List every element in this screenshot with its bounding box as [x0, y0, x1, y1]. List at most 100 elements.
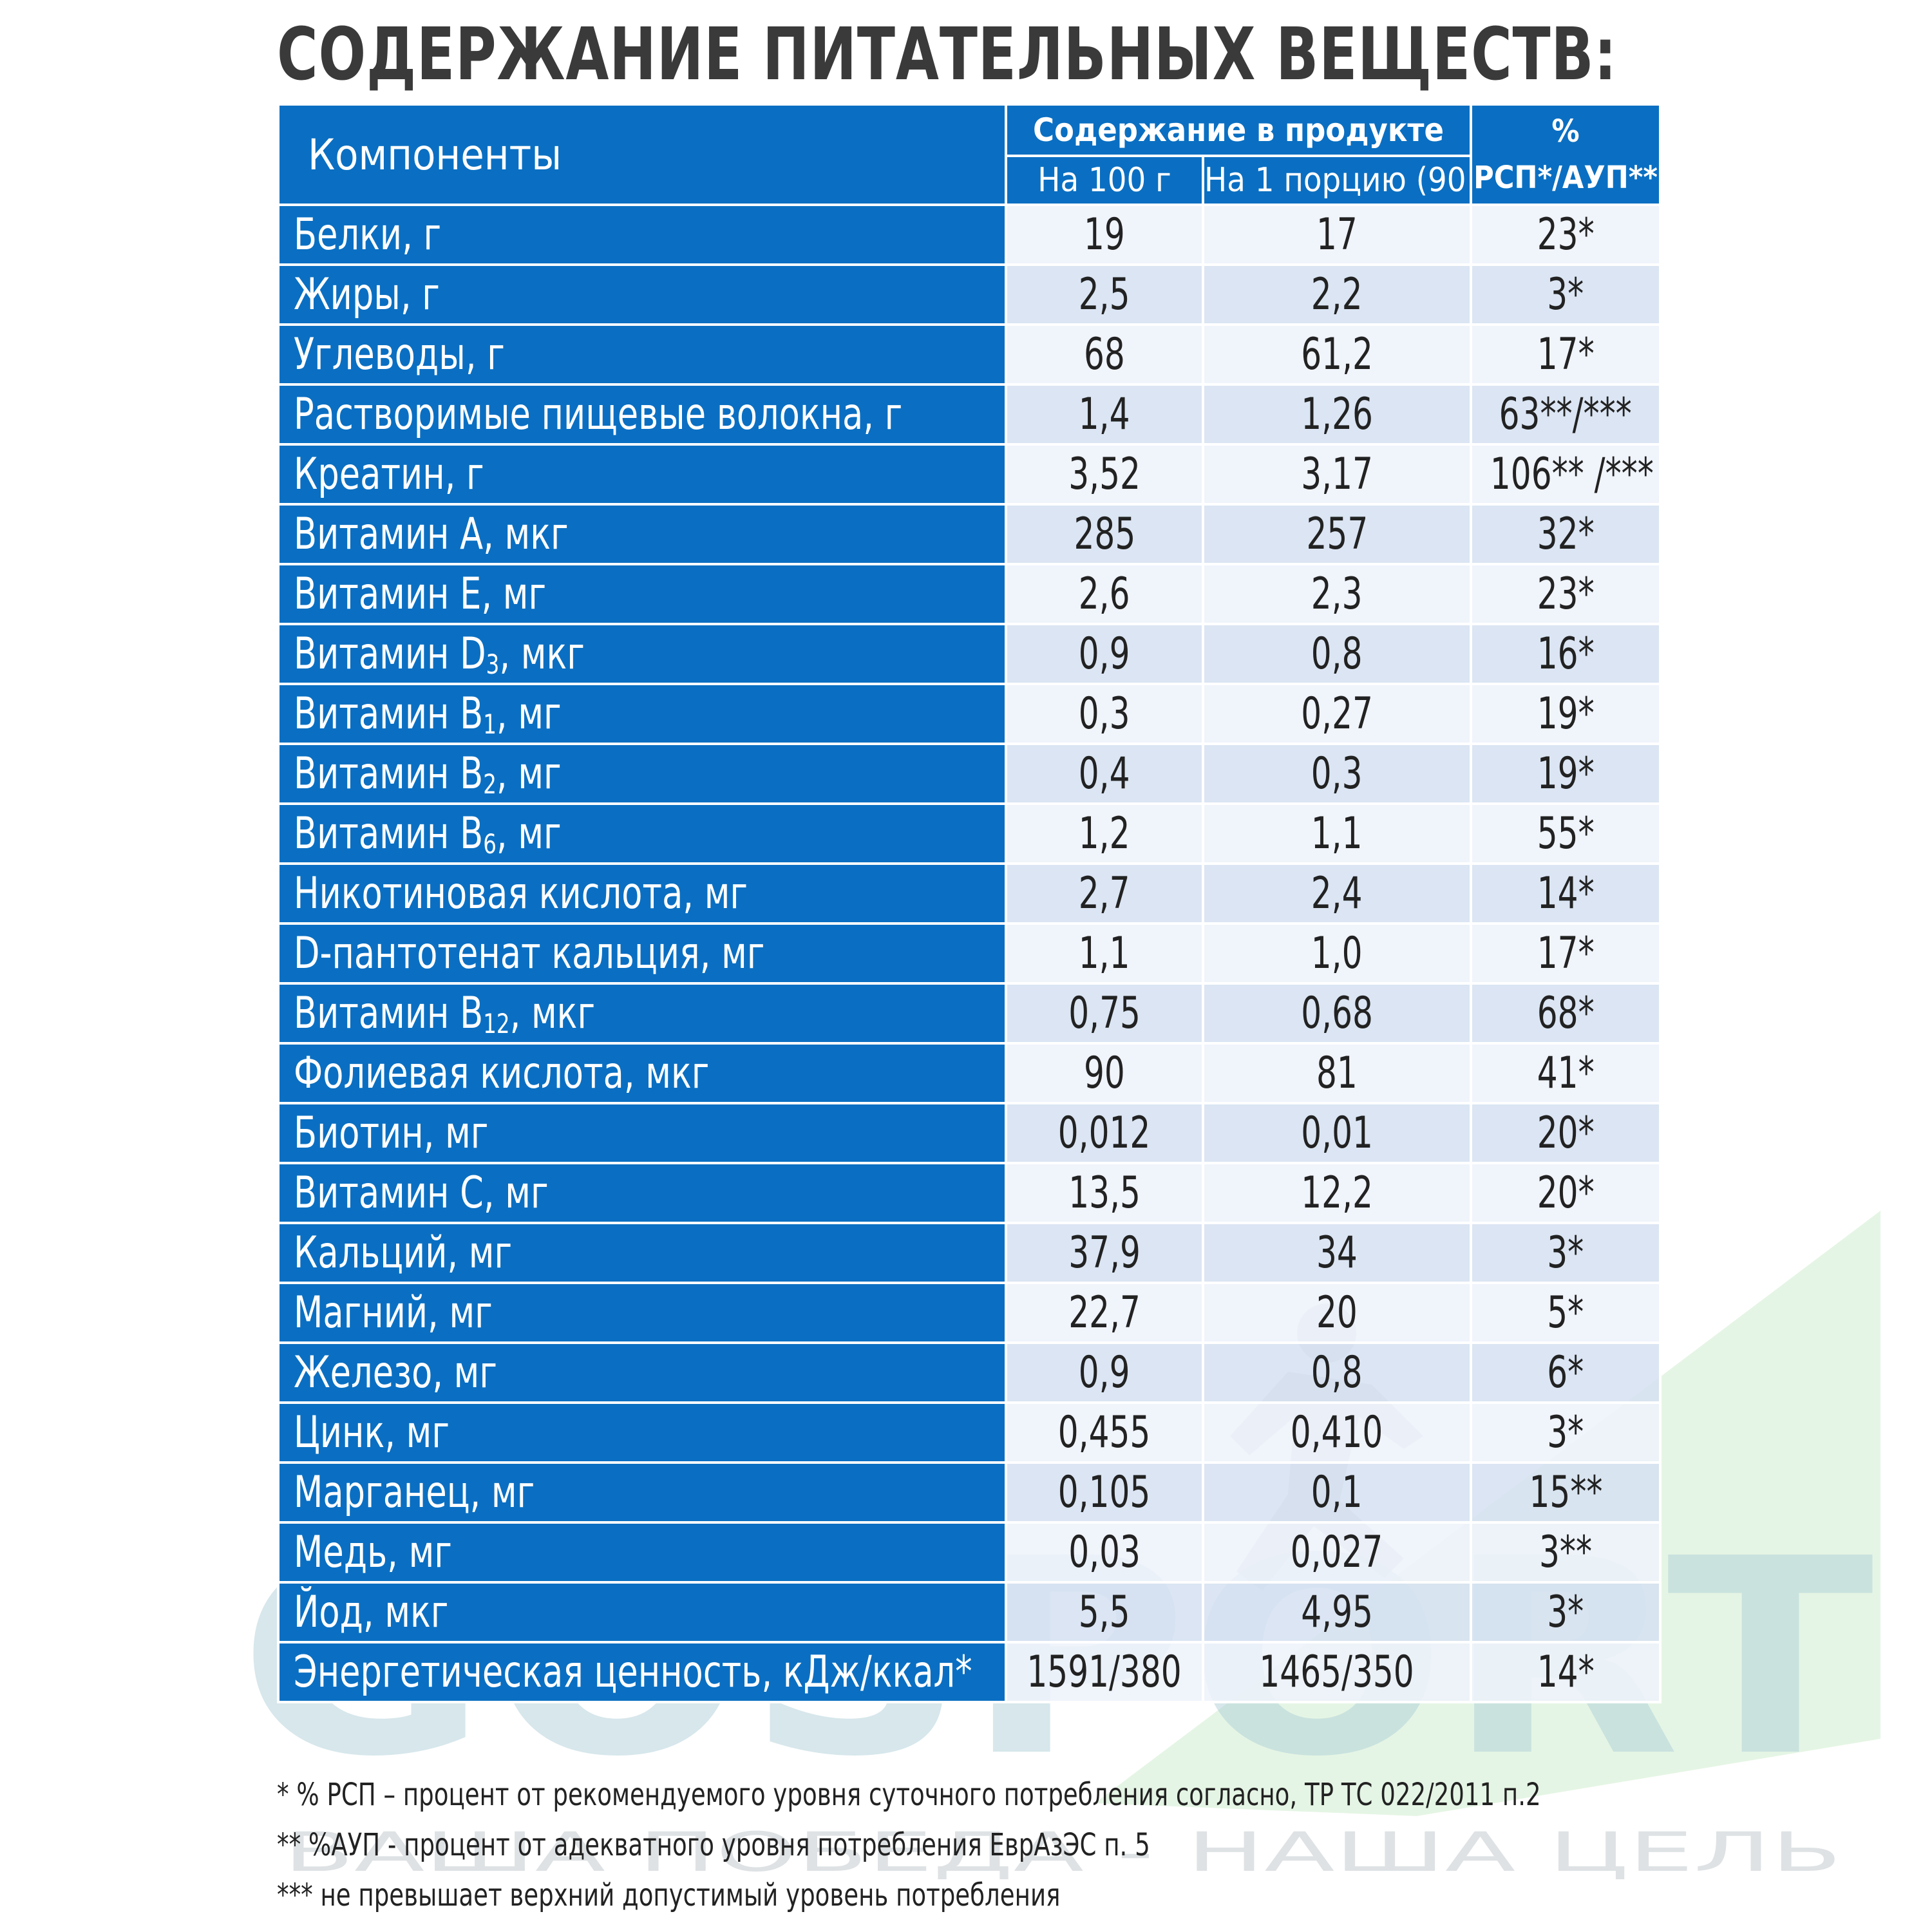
value-rsp: 23*	[1470, 563, 1662, 625]
value-per-serving: 0,1	[1201, 1461, 1473, 1524]
value-per-serving: 34	[1201, 1222, 1473, 1284]
nutrient-name: Витамин В12, мкг	[277, 982, 1007, 1045]
footnotes: * % РСП – процент от рекомендуемого уров…	[277, 1770, 1747, 1920]
nutrient-name: Витамин В2, мг	[277, 743, 1007, 805]
value-per-100g: 1591/380	[1005, 1641, 1204, 1703]
value-per-serving: 2,4	[1201, 862, 1473, 925]
value-per-100g: 90	[1005, 1042, 1204, 1104]
value-per-100g: 2,6	[1005, 563, 1204, 625]
table-row: Растворимые пищевые волокна, г 1,4 1,26 63*…	[277, 383, 1662, 446]
value-rsp: 106** /***	[1470, 443, 1662, 506]
value-per-100g: 0,75	[1005, 982, 1204, 1045]
value-per-100g: 1,1	[1005, 922, 1204, 985]
value-per-100g: 3,52	[1005, 443, 1204, 506]
nutrient-name: Цинк, мг	[277, 1401, 1007, 1464]
table-row: Биотин, мг 0,012 0,01 20*	[277, 1102, 1662, 1164]
table-row: Никотиновая кислота, мг 2,7 2,4 14*	[277, 862, 1662, 925]
value-per-serving: 0,3	[1201, 743, 1473, 805]
value-per-100g: 0,9	[1005, 623, 1204, 685]
value-per-serving: 0,01	[1201, 1102, 1473, 1164]
header-content-group: Содержание в продукте	[1004, 103, 1473, 157]
value-rsp: 41*	[1470, 1042, 1662, 1104]
nutrient-name: Фолиевая кислота, мкг	[277, 1042, 1007, 1104]
value-per-100g: 5,5	[1005, 1581, 1204, 1643]
table-row: Витамин В2, мг 0,4 0,3 19*	[277, 743, 1662, 805]
nutrient-name: Биотин, мг	[277, 1102, 1007, 1164]
table-row: Витамин Е, мг 2,6 2,3 23*	[277, 563, 1662, 625]
value-per-serving: 1,26	[1201, 383, 1473, 446]
nutrient-table: Компоненты Содержание в продукте % РСП*/…	[277, 103, 1662, 1703]
value-rsp: 63**/***	[1470, 383, 1662, 446]
value-per-serving: 20	[1201, 1282, 1473, 1344]
value-per-serving: 3,17	[1201, 443, 1473, 506]
table-row: Витамин D3, мкг 0,9 0,8 16*	[277, 623, 1662, 685]
nutrient-name: Витамин В1, мг	[277, 683, 1007, 745]
header-rsp-line1: %	[1551, 113, 1580, 149]
value-rsp: 17*	[1470, 323, 1662, 386]
value-rsp: 3**	[1470, 1521, 1662, 1584]
table-body: Белки, г 19 17 23* Жиры, г 2,5 2,2 3* Углеводы, …	[277, 204, 1662, 1703]
value-per-serving: 2,3	[1201, 563, 1473, 625]
table-row: Витамин С, мг 13,5 12,2 20*	[277, 1162, 1662, 1224]
header-rsp-line2: РСП*/АУП**	[1473, 160, 1658, 196]
value-per-serving: 4,95	[1201, 1581, 1473, 1643]
table-row: Кальций, мг 37,9 34 3*	[277, 1222, 1662, 1284]
nutrient-name: D-пантотенат кальция, мг	[277, 922, 1007, 985]
value-per-serving: 0,027	[1201, 1521, 1473, 1584]
value-rsp: 20*	[1470, 1102, 1662, 1164]
nutrient-name: Белки, г	[277, 204, 1007, 266]
header-components: Компоненты	[277, 103, 1007, 206]
value-rsp: 3*	[1470, 1401, 1662, 1464]
nutrient-name: Углеводы, г	[277, 323, 1007, 386]
value-per-100g: 0,3	[1005, 683, 1204, 745]
header-per-serving: На 1 порцию (90 г)	[1201, 155, 1473, 206]
value-per-serving: 81	[1201, 1042, 1473, 1104]
table-row: Витамин В12, мкг 0,75 0,68 68*	[277, 982, 1662, 1045]
nutrient-name: Медь, мг	[277, 1521, 1007, 1584]
value-rsp: 15**	[1470, 1461, 1662, 1524]
table-row: Креатин, г 3,52 3,17 106** /***	[277, 443, 1662, 506]
header-per-100g: На 100 г	[1005, 155, 1204, 206]
value-rsp: 20*	[1470, 1162, 1662, 1224]
value-per-serving: 0,8	[1201, 1341, 1473, 1404]
nutrient-name: Растворимые пищевые волокна, г	[277, 383, 1007, 446]
value-rsp: 32*	[1470, 503, 1662, 565]
value-rsp: 3*	[1470, 1222, 1662, 1284]
nutrient-name: Никотиновая кислота, мг	[277, 862, 1007, 925]
header-rsp: % РСП*/АУП**	[1470, 103, 1662, 206]
table-row: Витамин В1, мг 0,3 0,27 19*	[277, 683, 1662, 745]
nutrient-name: Витамин Е, мг	[277, 563, 1007, 625]
nutrient-name: Магний, мг	[277, 1282, 1007, 1344]
value-per-100g: 19	[1005, 204, 1204, 266]
table-row: Марганец, мг 0,105 0,1 15**	[277, 1461, 1662, 1524]
nutrient-name: Витамин С, мг	[277, 1162, 1007, 1224]
nutrient-name: Витамин D3, мкг	[277, 623, 1007, 685]
nutrient-name: Марганец, мг	[277, 1461, 1007, 1524]
value-per-100g: 22,7	[1005, 1282, 1204, 1344]
table-row: D-пантотенат кальция, мг 1,1 1,0 17*	[277, 922, 1662, 985]
value-per-serving: 0,8	[1201, 623, 1473, 685]
value-rsp: 6*	[1470, 1341, 1662, 1404]
table-row: Энергетическая ценность, кДж/ккал* 1591/3…	[277, 1641, 1662, 1703]
nutrient-name: Железо, мг	[277, 1341, 1007, 1404]
value-per-100g: 37,9	[1005, 1222, 1204, 1284]
value-per-serving: 0,410	[1201, 1401, 1473, 1464]
table-row: Медь, мг 0,03 0,027 3**	[277, 1521, 1662, 1584]
value-rsp: 68*	[1470, 982, 1662, 1045]
table-row: Йод, мкг 5,5 4,95 3*	[277, 1581, 1662, 1643]
value-per-100g: 0,012	[1005, 1102, 1204, 1164]
table-row: Цинк, мг 0,455 0,410 3*	[277, 1401, 1662, 1464]
value-rsp: 5*	[1470, 1282, 1662, 1344]
value-per-100g: 0,9	[1005, 1341, 1204, 1404]
value-per-100g: 0,03	[1005, 1521, 1204, 1584]
value-per-100g: 68	[1005, 323, 1204, 386]
nutrient-name: Креатин, г	[277, 443, 1007, 506]
footnote: * % РСП – процент от рекомендуемого уров…	[277, 1777, 1541, 1813]
value-per-serving: 2,2	[1201, 263, 1473, 326]
value-rsp: 3*	[1470, 1581, 1662, 1643]
page-title: СОДЕРЖАНИЕ ПИТАТЕЛЬНЫХ ВЕЩЕСТВ:	[277, 13, 1617, 97]
value-per-serving: 12,2	[1201, 1162, 1473, 1224]
value-per-serving: 1465/350	[1201, 1641, 1473, 1703]
value-rsp: 17*	[1470, 922, 1662, 985]
value-per-serving: 1,0	[1201, 922, 1473, 985]
